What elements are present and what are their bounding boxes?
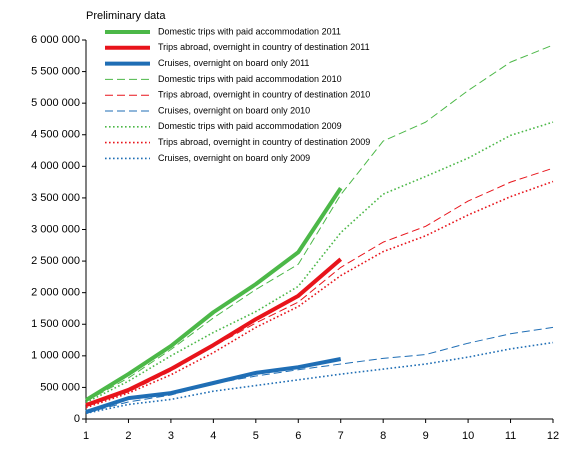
series-line <box>85 44 554 402</box>
x-tick-label: 12 <box>547 430 559 442</box>
x-tick-label: 4 <box>210 430 216 442</box>
series-line <box>85 121 554 404</box>
legend-label: Cruises, overnight on board only 2010 <box>158 105 310 115</box>
series-line <box>85 357 342 414</box>
y-tick-label: 6 000 000 <box>31 34 80 46</box>
legend-label: Cruises, overnight on board only 2009 <box>158 153 310 163</box>
y-tick-label: 500 000 <box>40 381 80 393</box>
series-line <box>85 341 554 415</box>
legend-label: Domestic trips with paid accommodation 2… <box>158 121 342 131</box>
y-tick-label: 4 500 000 <box>31 129 80 141</box>
y-tick-label: 1 000 000 <box>31 350 80 362</box>
x-tick-label: 9 <box>423 430 429 442</box>
series-line <box>84 187 343 402</box>
y-tick-label: 2 000 000 <box>31 287 80 299</box>
legend-label: Domestic trips with paid accommodation 2… <box>158 74 342 84</box>
y-tick-label: 0 <box>74 413 80 425</box>
y-tick-label: 5 500 000 <box>31 65 80 77</box>
y-tick-label: 2 500 000 <box>31 255 80 267</box>
x-tick-label: 7 <box>338 430 344 442</box>
y-tick-label: 4 000 000 <box>31 160 80 172</box>
series-line <box>85 180 554 409</box>
x-tick-label: 1 <box>83 430 89 442</box>
y-tick-label: 5 000 000 <box>31 97 80 109</box>
x-tick-label: 11 <box>505 430 516 442</box>
x-tick-label: 10 <box>462 430 474 442</box>
y-tick-label: 3 500 000 <box>31 192 80 204</box>
x-tick-label: 2 <box>125 430 131 442</box>
series-line <box>85 326 554 414</box>
x-tick-label: 6 <box>295 430 301 442</box>
series-line <box>85 167 554 407</box>
chart-subtitle: Preliminary data <box>86 10 166 22</box>
legend-label: Cruises, overnight on board only 2011 <box>158 58 309 68</box>
legend-label: Trips abroad, overnight in country of de… <box>158 42 370 52</box>
x-tick-label: 5 <box>253 430 259 442</box>
x-tick-label: 8 <box>380 430 386 442</box>
y-tick-label: 3 000 000 <box>31 223 80 235</box>
x-tick-label: 3 <box>168 430 174 442</box>
legend-label: Domestic trips with paid accommodation 2… <box>158 26 341 36</box>
y-tick-label: 1 500 000 <box>31 318 80 330</box>
legend-label: Trips abroad, overnight in country of de… <box>158 90 370 100</box>
legend-label: Trips abroad, overnight in country of de… <box>158 137 370 147</box>
series-line <box>85 257 343 407</box>
